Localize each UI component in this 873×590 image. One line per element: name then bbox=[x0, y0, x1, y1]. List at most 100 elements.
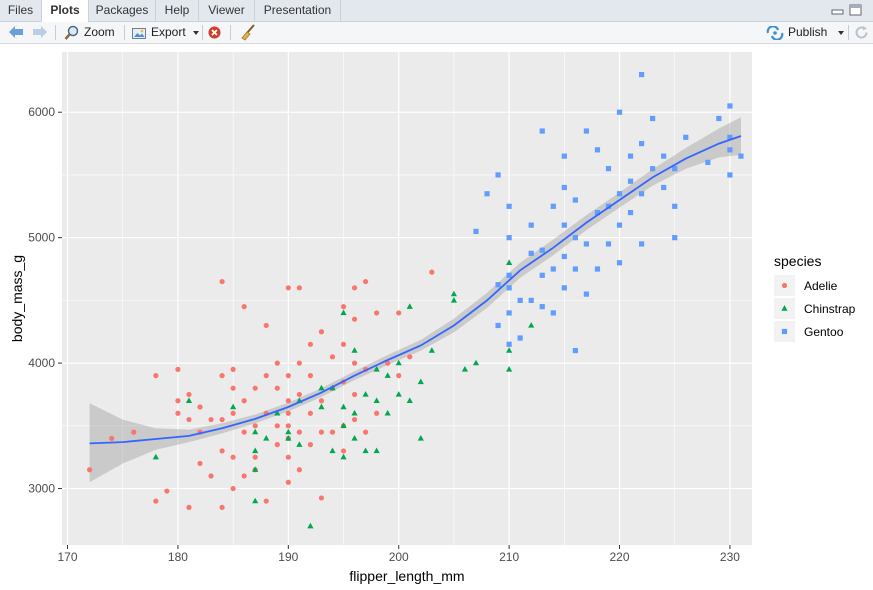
gentoo-point bbox=[572, 235, 578, 241]
adelie-point bbox=[274, 442, 280, 448]
chinstrap-point bbox=[506, 365, 513, 372]
adelie-point bbox=[274, 360, 280, 366]
major-gridlines bbox=[62, 52, 752, 545]
adelie-point bbox=[252, 385, 258, 391]
chinstrap-point bbox=[506, 259, 513, 265]
adelie-point bbox=[285, 373, 291, 379]
legend-label: Adelie bbox=[804, 279, 838, 293]
gentoo-point bbox=[672, 235, 678, 241]
adelie-point bbox=[197, 460, 203, 467]
minor-gridlines bbox=[62, 49, 752, 552]
refresh-icon[interactable] bbox=[854, 25, 869, 40]
adelie-point bbox=[109, 435, 115, 441]
x-axis-ticks: 170 180 190 200 210 220 230 bbox=[58, 545, 740, 564]
forward-arrow-icon[interactable] bbox=[32, 25, 48, 39]
tab-packages[interactable]: Packages bbox=[89, 0, 156, 21]
chinstrap-point bbox=[506, 347, 513, 353]
adelie-point bbox=[252, 454, 258, 460]
publish-label: Publish bbox=[788, 25, 828, 39]
gentoo-legend-marker bbox=[781, 328, 788, 335]
x-tick-label: 170 bbox=[58, 550, 78, 564]
zoom-magnifier-icon bbox=[64, 25, 79, 40]
chinstrap-point bbox=[373, 365, 380, 372]
adelie-point bbox=[351, 360, 358, 366]
chevron-down-icon bbox=[192, 30, 199, 35]
export-image-icon bbox=[132, 27, 146, 39]
chinstrap-point bbox=[152, 453, 159, 460]
remove-plot-icon[interactable] bbox=[208, 26, 221, 39]
gentoo-point bbox=[661, 153, 667, 159]
adelie-point bbox=[219, 416, 225, 423]
gentoo-point bbox=[583, 291, 589, 297]
adelie-point bbox=[241, 398, 247, 404]
gentoo-point bbox=[583, 241, 589, 247]
minimize-pane-icon[interactable] bbox=[831, 4, 844, 16]
adelie-point bbox=[230, 385, 236, 391]
gentoo-point bbox=[572, 347, 578, 354]
gentoo-point bbox=[727, 103, 733, 109]
gentoo-point bbox=[495, 172, 501, 178]
adelie-point bbox=[186, 504, 192, 510]
chinstrap-point bbox=[340, 453, 347, 460]
x-tick-label: 230 bbox=[720, 550, 740, 564]
adelie-point bbox=[396, 373, 402, 379]
tab-help[interactable]: Help bbox=[156, 0, 199, 21]
adelie-point bbox=[175, 366, 181, 372]
zoom-button[interactable]: Zoom bbox=[64, 22, 115, 43]
adelie-point bbox=[318, 329, 325, 335]
gentoo-point bbox=[539, 304, 545, 310]
chinstrap-point bbox=[384, 372, 391, 378]
y-axis-ticks: 3000 4000 5000 6000 bbox=[28, 105, 62, 496]
adelie-point bbox=[164, 488, 170, 494]
clear-all-broom-icon[interactable] bbox=[239, 24, 256, 41]
adelie-legend-marker bbox=[781, 282, 788, 289]
gentoo-point bbox=[495, 282, 501, 288]
pane-tab-bar: Files Plots Packages Help Viewer Present… bbox=[0, 0, 873, 22]
chinstrap-point bbox=[373, 447, 380, 454]
gentoo-point bbox=[561, 285, 567, 291]
chevron-down-icon bbox=[838, 30, 845, 35]
export-button[interactable]: Export bbox=[131, 22, 200, 43]
data-points bbox=[87, 71, 744, 529]
legend-label: Gentoo bbox=[804, 325, 844, 339]
maximize-pane-icon[interactable] bbox=[849, 4, 862, 16]
adelie-point bbox=[219, 278, 225, 285]
chinstrap-point bbox=[230, 403, 237, 410]
chinstrap-point bbox=[329, 447, 336, 454]
chinstrap-point bbox=[406, 303, 413, 309]
tab-viewer[interactable]: Viewer bbox=[199, 0, 255, 21]
publish-button[interactable]: Publish bbox=[766, 22, 845, 43]
gentoo-point bbox=[683, 134, 689, 140]
adelie-point bbox=[197, 404, 203, 410]
gentoo-point bbox=[572, 266, 578, 272]
gentoo-point bbox=[484, 191, 490, 197]
tab-presentation[interactable]: Presentation bbox=[255, 0, 341, 21]
gentoo-point bbox=[572, 197, 578, 203]
adelie-point bbox=[296, 391, 302, 398]
adelie-point bbox=[219, 373, 225, 379]
adelie-point bbox=[186, 416, 192, 423]
adelie-point bbox=[208, 416, 214, 423]
toolbar-divider bbox=[124, 25, 125, 40]
chinstrap-point bbox=[318, 403, 325, 410]
gentoo-point bbox=[561, 253, 567, 260]
toolbar-divider bbox=[55, 25, 56, 40]
back-arrow-icon[interactable] bbox=[8, 25, 24, 39]
adelie-point bbox=[340, 448, 347, 454]
gentoo-point bbox=[616, 222, 623, 228]
gentoo-point bbox=[561, 184, 567, 191]
adelie-point bbox=[219, 504, 225, 510]
gentoo-point bbox=[506, 285, 512, 291]
tab-files[interactable]: Files bbox=[0, 0, 42, 21]
scatter-plot: 170 180 190 200 210 220 230 3000 4000 5000 6000 f… bbox=[0, 44, 873, 590]
chinstrap-point bbox=[395, 391, 402, 397]
gentoo-point bbox=[528, 250, 534, 256]
chinstrap-point bbox=[417, 434, 424, 441]
gentoo-point bbox=[627, 178, 634, 184]
adelie-point bbox=[374, 310, 380, 316]
tab-plots[interactable]: Plots bbox=[42, 0, 89, 22]
adelie-point bbox=[363, 429, 369, 435]
confidence-band bbox=[89, 117, 742, 483]
gentoo-point bbox=[705, 159, 711, 165]
adelie-point bbox=[175, 398, 181, 404]
